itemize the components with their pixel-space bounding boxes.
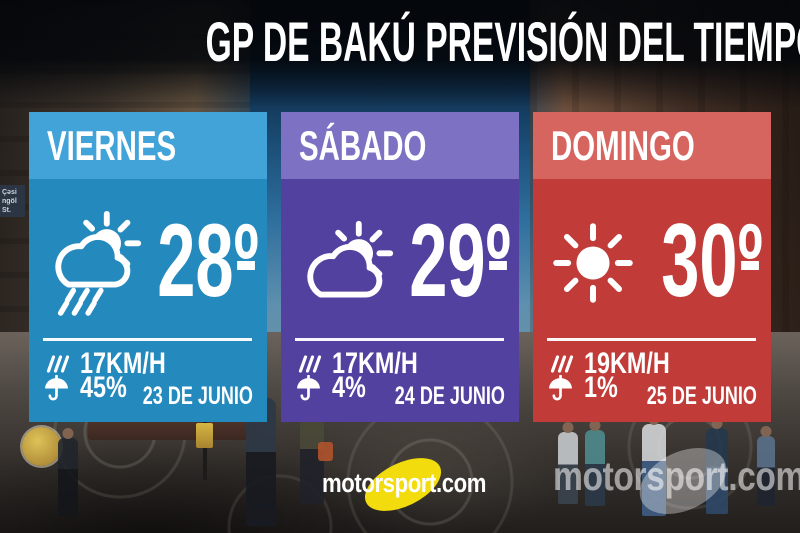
wind-speed: 17KM/H	[80, 347, 166, 380]
background-small-sign	[196, 423, 213, 448]
motorsport-logo-text: motorsport.com	[322, 468, 487, 498]
wind-speed: 17KM/H	[332, 347, 418, 380]
day-label: SÁBADO	[299, 121, 427, 169]
sun-cloud-icon	[293, 216, 401, 324]
forecast-card-friday: VIERNES 28º	[29, 112, 267, 422]
background-pedestrian	[706, 428, 728, 514]
rain-row: 4%	[295, 373, 375, 403]
background-bag	[318, 442, 333, 461]
umbrella-icon	[549, 374, 572, 400]
rain-probability: 45%	[80, 371, 127, 404]
umbrella-icon	[45, 374, 68, 400]
wind-icon	[550, 355, 574, 373]
card-header: DOMINGO	[533, 112, 771, 179]
rain-row: 45%	[43, 373, 140, 403]
watermark-logo-text: motorsport.com	[553, 453, 800, 499]
divider	[295, 338, 504, 341]
umbrella-icon	[297, 374, 320, 400]
background-pedestrian	[642, 424, 666, 516]
sun-cloud-rain-icon	[41, 208, 149, 316]
temperature-value: 28	[157, 203, 234, 319]
background-pedestrian	[558, 432, 578, 504]
background-pedestrian	[757, 436, 775, 506]
motorsport-logo: motorsport.com	[302, 447, 502, 522]
temperature: 29º	[410, 209, 511, 313]
background-pedestrian	[58, 438, 78, 516]
divider	[547, 338, 756, 341]
degree-symbol: º	[233, 203, 259, 319]
card-header: VIERNES	[29, 112, 267, 179]
street-sign-line2: ngöl St.	[2, 198, 17, 214]
wind-speed: 19KM/H	[584, 347, 670, 380]
date-label: 23 DE JUNIO	[142, 382, 253, 410]
background-sign-pole	[203, 418, 207, 480]
wind-row: 19KM/H	[549, 349, 694, 379]
day-label: DOMINGO	[551, 121, 695, 169]
background-round-sign	[22, 427, 61, 466]
date-label: 24 DE JUNIO	[394, 382, 505, 410]
degree-symbol: º	[485, 203, 511, 319]
background-top-shade	[0, 0, 800, 108]
temperature: 30º	[662, 209, 763, 313]
street-sign-line1: Çəsi	[2, 189, 17, 196]
background-pedestrian	[585, 430, 605, 506]
card-header: SÁBADO	[281, 112, 519, 179]
page-title: GP DE BAKÚ PREVISIÓN DEL TIEMPO	[205, 10, 800, 73]
day-label: VIERNES	[47, 121, 177, 169]
wind-row: 17KM/H	[297, 349, 442, 379]
rain-probability: 1%	[584, 371, 618, 404]
temperature-value: 29	[409, 203, 486, 319]
date-label: 25 DE JUNIO	[646, 382, 757, 410]
wind-icon	[298, 355, 322, 373]
rain-row: 1%	[547, 373, 627, 403]
divider	[43, 338, 252, 341]
watermark-logo: motorsport.com	[540, 434, 800, 533]
wind-icon	[46, 355, 70, 373]
temperature-value: 30	[661, 203, 738, 319]
rain-probability: 4%	[332, 371, 366, 404]
degree-symbol: º	[737, 203, 763, 319]
banner: GP DE BAKÚ PREVISIÓN DEL TIEMPO	[0, 14, 800, 70]
wind-row: 17KM/H	[45, 349, 190, 379]
forecast-card-saturday: SÁBADO 29º 17KM/H	[281, 112, 519, 422]
sun-icon	[547, 217, 639, 309]
forecast-card-sunday: DOMINGO 30º 19KM/H	[533, 112, 771, 422]
street-sign: Çəsi ngöl St.	[0, 185, 25, 217]
temperature: 28º	[158, 209, 259, 313]
